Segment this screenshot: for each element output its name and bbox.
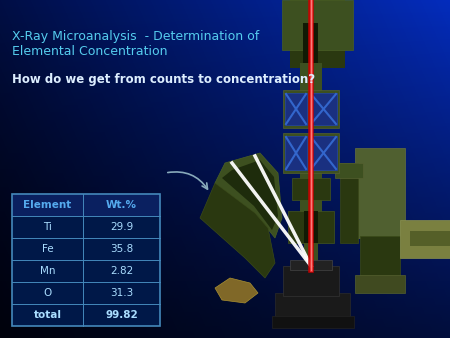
Bar <box>12 282 160 304</box>
Text: How do we get from counts to concentration?: How do we get from counts to concentrati… <box>12 73 315 86</box>
Polygon shape <box>222 160 278 230</box>
Bar <box>410 231 450 246</box>
Bar <box>310 136 337 170</box>
Bar <box>310 93 337 125</box>
Bar <box>355 148 405 238</box>
Text: O: O <box>43 288 52 298</box>
Bar <box>272 316 354 328</box>
Bar <box>290 0 345 68</box>
Bar <box>12 260 160 282</box>
Bar <box>283 133 339 173</box>
Bar <box>304 211 318 243</box>
Bar <box>340 163 358 243</box>
Bar <box>12 238 160 260</box>
Bar <box>360 236 400 278</box>
Bar <box>304 241 318 268</box>
Text: Ti: Ti <box>43 222 52 232</box>
Bar <box>285 136 307 170</box>
Bar <box>285 93 307 125</box>
Bar <box>12 304 160 326</box>
Polygon shape <box>200 183 275 278</box>
Text: X-Ray Microanalysis  - Determination of: X-Ray Microanalysis - Determination of <box>12 30 259 43</box>
Text: 99.82: 99.82 <box>105 310 138 320</box>
Text: Wt.%: Wt.% <box>106 200 137 210</box>
Text: Fe: Fe <box>42 244 54 254</box>
Bar <box>283 90 339 128</box>
Bar <box>275 293 350 323</box>
Text: total: total <box>33 310 62 320</box>
Bar <box>300 173 322 213</box>
Bar <box>335 163 363 178</box>
Bar <box>283 266 339 296</box>
Bar <box>292 178 330 200</box>
Text: Elemental Concentration: Elemental Concentration <box>12 45 167 58</box>
Text: Element: Element <box>23 200 72 210</box>
Text: 31.3: 31.3 <box>110 288 133 298</box>
Polygon shape <box>215 278 258 303</box>
Bar <box>400 220 450 258</box>
Bar <box>12 216 160 238</box>
Bar <box>12 194 160 216</box>
Text: Mn: Mn <box>40 266 55 276</box>
Text: 29.9: 29.9 <box>110 222 133 232</box>
Bar <box>282 0 353 50</box>
Text: 2.82: 2.82 <box>110 266 133 276</box>
Polygon shape <box>215 153 282 238</box>
Bar <box>290 260 332 270</box>
Bar <box>300 63 322 123</box>
Bar <box>288 211 334 243</box>
Bar <box>303 23 318 63</box>
Bar <box>12 194 160 326</box>
Bar <box>355 275 405 293</box>
Text: 35.8: 35.8 <box>110 244 133 254</box>
